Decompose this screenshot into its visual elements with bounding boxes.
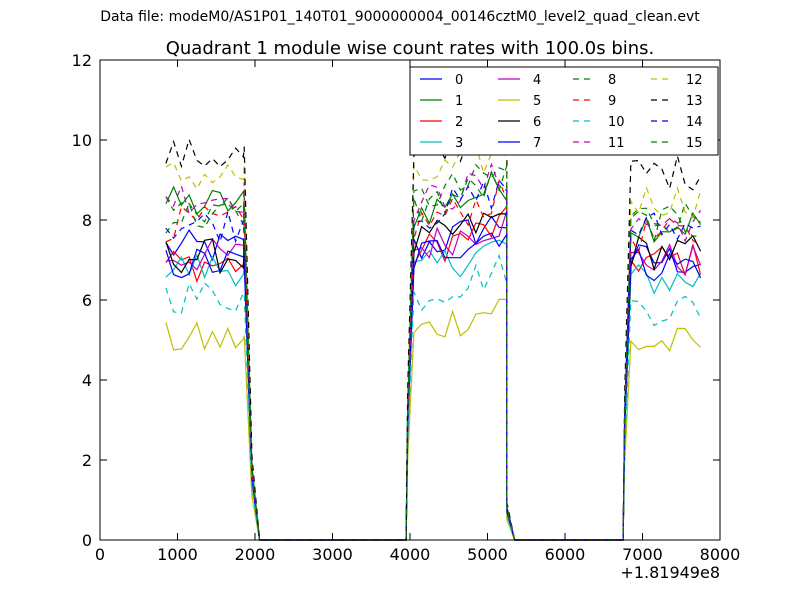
legend-label-8: 8	[608, 73, 616, 88]
series-line-7	[165, 232, 702, 541]
legend-label-4: 4	[533, 73, 541, 88]
series-line-10	[165, 253, 702, 541]
y-tick-label: 4	[82, 371, 92, 390]
legend-label-11: 11	[608, 136, 625, 151]
y-tick-label: 0	[82, 531, 92, 550]
series-line-4	[165, 210, 702, 541]
series-line-5	[165, 298, 702, 541]
series-line-2	[165, 204, 702, 541]
legend-label-15: 15	[686, 136, 703, 151]
legend-box	[409, 66, 719, 156]
x-tick-label: 0	[95, 545, 105, 564]
series-line-15	[165, 165, 701, 541]
y-tick-label: 12	[72, 51, 92, 70]
legend-label-13: 13	[686, 94, 703, 109]
legend-label-2: 2	[455, 115, 463, 130]
x-tick-label: 5000	[467, 545, 508, 564]
x-tick-label: 4000	[390, 545, 431, 564]
y-tick-label: 8	[82, 211, 92, 230]
legend-label-0: 0	[455, 73, 463, 88]
y-tick-label: 6	[82, 291, 92, 310]
x-tick-label: 8000	[700, 545, 741, 564]
x-tick-label: 1000	[157, 545, 198, 564]
legend-label-10: 10	[608, 115, 625, 130]
x-tick-label: 2000	[235, 545, 276, 564]
series-line-0	[165, 215, 701, 541]
figure-suptitle: Data file: modeM0/AS1P01_140T01_90000000…	[100, 9, 700, 25]
legend-label-9: 9	[608, 94, 616, 109]
legend-label-1: 1	[455, 94, 463, 109]
y-tick-label: 10	[72, 131, 92, 150]
legend-label-14: 14	[686, 115, 703, 130]
legend-label-7: 7	[533, 136, 541, 151]
legend-label-12: 12	[686, 73, 703, 88]
y-tick-label: 2	[82, 451, 92, 470]
x-tick-label: 3000	[312, 545, 353, 564]
series-layer	[165, 116, 702, 541]
series-line-11	[165, 162, 702, 541]
chart-title: Quadrant 1 module wise count rates with …	[166, 38, 655, 59]
axis-layer: 0 1000 2000 3000 4000 5000 6000 7000 80000246810…	[72, 51, 741, 564]
x-offset-label: +1.81949e8	[620, 563, 720, 582]
series-line-8	[165, 163, 701, 541]
x-tick-label: 7000	[622, 545, 663, 564]
series-line-12	[165, 144, 702, 541]
legend-label-3: 3	[455, 136, 463, 151]
series-line-6	[165, 212, 702, 541]
x-tick-label: 6000	[545, 545, 586, 564]
legend-label-5: 5	[533, 94, 541, 109]
series-line-14	[165, 179, 701, 541]
legend-label-6: 6	[533, 115, 541, 130]
